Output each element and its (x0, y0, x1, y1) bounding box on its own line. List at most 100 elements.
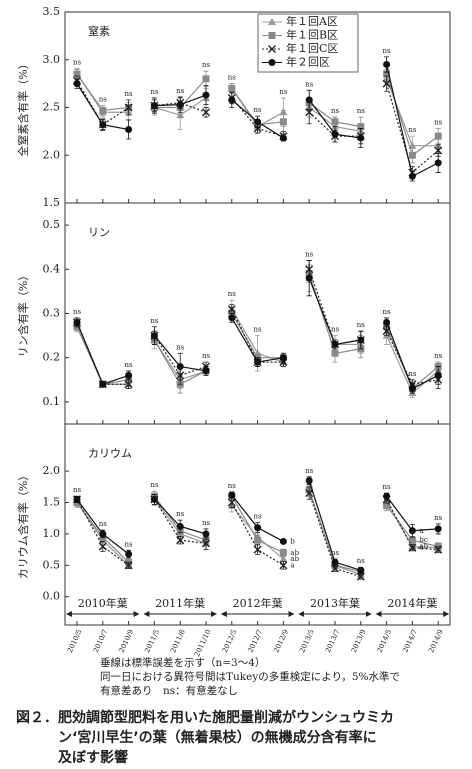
significance-label: ns (254, 513, 263, 521)
point (331, 564, 339, 573)
y-tick-label: 2.0 (43, 464, 61, 477)
point (357, 134, 365, 142)
significance-letter: a (419, 544, 423, 552)
point (408, 141, 417, 149)
point (228, 96, 236, 104)
legend-label: 年２回区 (286, 55, 330, 69)
y-tick-label: 1.0 (43, 527, 61, 540)
legend-marker (268, 59, 276, 66)
plot-frame (64, 202, 451, 425)
x-tick-label: 2010/9 (118, 628, 136, 654)
significance-letter: ab (419, 542, 428, 550)
y-tick-label: 0.2 (43, 351, 61, 364)
significance-label: ns (357, 557, 366, 565)
series-line (76, 326, 129, 385)
x-tick-label: 2014/9 (427, 628, 445, 654)
series-line (386, 322, 439, 390)
x-tick-label: 2014/5 (376, 628, 394, 654)
y-axis-title: 全窒素含有率（%） (16, 58, 30, 156)
point (124, 103, 133, 112)
significance-letter: ab (290, 555, 299, 563)
point (228, 314, 236, 322)
point (305, 477, 313, 485)
point (279, 118, 287, 126)
point (357, 566, 365, 574)
legend-label: 年１回A区 (286, 14, 338, 28)
series-line (76, 73, 129, 112)
point (383, 61, 391, 69)
significance-label: ns (357, 107, 366, 115)
point (279, 555, 288, 563)
significance-letter: a (290, 561, 294, 569)
point (279, 537, 287, 545)
significance-label: ns (73, 486, 82, 494)
point (150, 102, 158, 110)
year-label: 2011年葉 (155, 596, 205, 610)
significance-label: ns (202, 519, 211, 527)
point (73, 495, 81, 503)
point (227, 305, 236, 314)
significance-letter: ab (290, 549, 299, 557)
point (357, 123, 365, 131)
significance-label: ns (408, 126, 417, 134)
point (434, 132, 442, 140)
significance-label: ns (331, 326, 340, 334)
point (305, 96, 313, 104)
significance-label: ns (73, 58, 82, 66)
significance-label: ns (73, 308, 82, 316)
significance-letter: a (419, 527, 423, 535)
point (331, 118, 339, 126)
point (176, 363, 184, 371)
point (99, 530, 107, 538)
point (357, 336, 365, 344)
significance-label: ns (254, 326, 263, 334)
point (254, 118, 262, 126)
x-tick-label: 2012/7 (247, 628, 265, 654)
y-tick-label: 0.5 (43, 558, 61, 571)
point (254, 536, 262, 544)
point (356, 572, 365, 581)
point (202, 539, 210, 548)
point (253, 545, 262, 554)
significance-letter: b (290, 537, 295, 545)
point (408, 385, 416, 393)
significance-label: ns (357, 321, 366, 329)
point (176, 536, 185, 545)
point (279, 549, 287, 557)
y-tick-label: 0.0 (43, 590, 61, 603)
significance-label: ns (125, 361, 134, 369)
series-line (308, 111, 361, 137)
y-tick-label: 1.5 (43, 196, 61, 209)
significance-label: ns (228, 482, 237, 490)
note: 同一日における異符号間はTukeyの多重検定により，5%水準で (100, 670, 400, 683)
y-axis-title: カリウム含有率（%） (16, 470, 30, 579)
panel-label: リン (88, 226, 110, 239)
point (331, 340, 339, 348)
significance-label: ns (150, 481, 159, 489)
point (125, 550, 133, 558)
x-tick-label: 2011/8 (169, 628, 187, 654)
point (331, 558, 339, 566)
point (176, 101, 184, 109)
legend-label: 年１回B区 (286, 28, 338, 42)
point (202, 367, 210, 375)
y-tick-label: 0.5 (43, 218, 61, 231)
point (408, 543, 417, 552)
significance-label: ns (305, 250, 314, 258)
series-line (76, 322, 129, 385)
series-line (76, 80, 129, 126)
significance-label: ns (125, 90, 134, 98)
x-tick-label: 2013/5 (298, 628, 316, 654)
x-tick-label: 2014/7 (401, 628, 419, 654)
significance-label: ns (383, 483, 392, 491)
year-label: 2012年葉 (233, 596, 283, 610)
point (305, 108, 314, 117)
significance-label: ns (383, 47, 392, 55)
x-tick-label: 2011/10 (193, 628, 213, 658)
point (254, 358, 262, 366)
point (254, 524, 262, 532)
point (176, 522, 184, 530)
significance-label: ns (176, 343, 185, 351)
legend-marker (268, 18, 276, 25)
